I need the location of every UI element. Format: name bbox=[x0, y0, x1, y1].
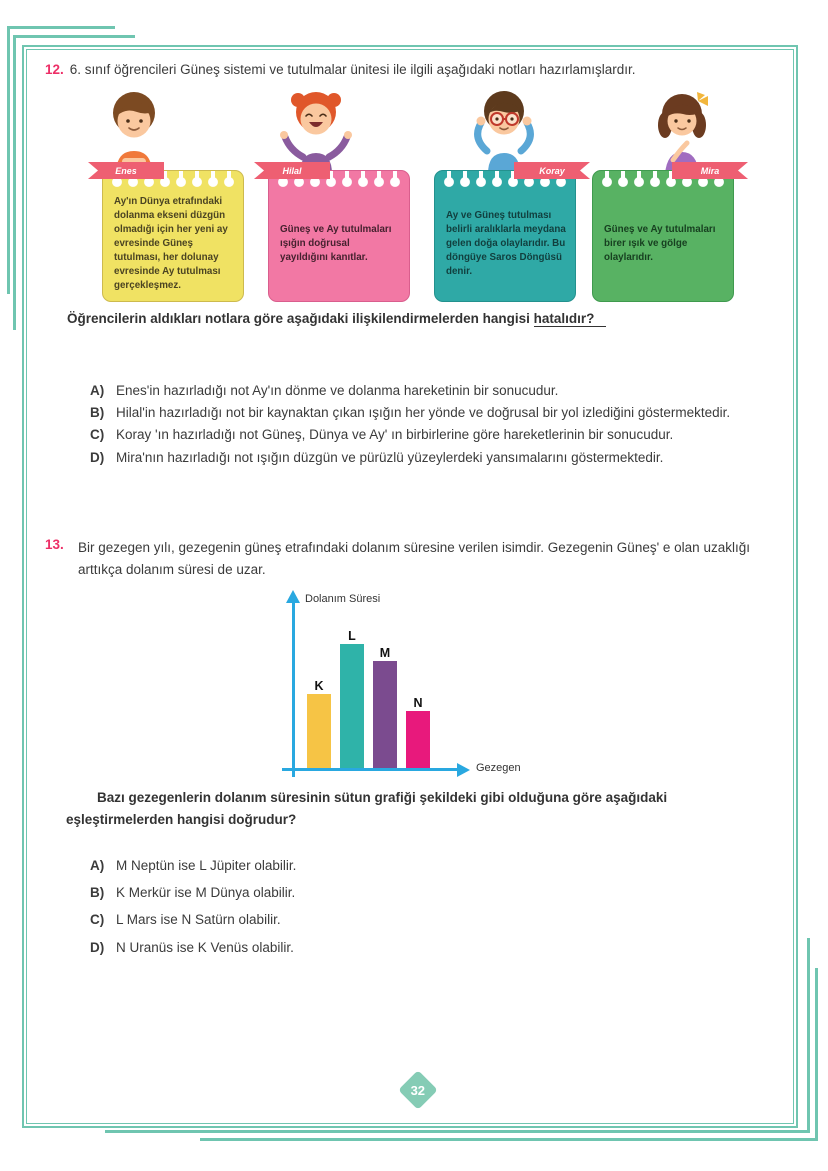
bar-label: L bbox=[348, 629, 356, 643]
note-text: Ay ve Güneş tutulması belirli aralıklarl… bbox=[446, 210, 566, 277]
option-c: C) Koray 'ın hazırladığı not Güneş, Dünya… bbox=[90, 427, 790, 443]
option-letter: D) bbox=[90, 939, 105, 955]
note-text-area: Ay ve Güneş tutulması belirli aralıklarl… bbox=[446, 195, 566, 293]
bar-rect bbox=[373, 661, 397, 768]
question-13-number: 13. bbox=[45, 537, 64, 552]
bar-label: K bbox=[314, 679, 324, 693]
option-text: Koray 'ın hazırladığı not Güneş, Dünya v… bbox=[116, 427, 674, 443]
note-card-hilal: Güneş ve Ay tutulmaları ışığın doğrusal … bbox=[268, 170, 410, 302]
option-text: L Mars ise N Satürn olabilir. bbox=[116, 912, 281, 928]
x-axis-label: Gezegen bbox=[476, 762, 521, 774]
question-12-intro: 12. 6. sınıf öğrencileri Güneş sistemi ve… bbox=[45, 60, 783, 80]
page-number: 32 bbox=[410, 1082, 426, 1098]
name-ribbon: Enes bbox=[88, 162, 164, 179]
note-text-area: Güneş ve Ay tutulmaları ışığın doğrusal … bbox=[280, 195, 400, 293]
y-axis-line bbox=[292, 602, 295, 777]
option-d: D) Mira'nın hazırladığı not ışığın düzgün… bbox=[90, 450, 790, 466]
option-text: K Merkür ise M Dünya olabilir. bbox=[116, 885, 296, 901]
question-12-number: 12. bbox=[45, 62, 64, 77]
orbital-period-bar-chart: Dolanım Süresi Gezegen K L M N bbox=[278, 590, 523, 795]
note-card-mira: Güneş ve Ay tutulmaları birer ışık ve gö… bbox=[592, 170, 734, 302]
bar-K: K bbox=[307, 679, 331, 768]
option-d: D) N Uranüs ise K Venüs olabilir. bbox=[90, 940, 790, 956]
name-ribbon: Hilal bbox=[254, 162, 330, 179]
student-note-mira: Mira Güneş ve Ay tutulmaları birer ışık … bbox=[582, 88, 742, 308]
option-text: M Neptün ise L Jüpiter olabilir. bbox=[116, 858, 297, 873]
koray-boy-glasses-illustration bbox=[474, 91, 534, 174]
student-note-enes: Enes Ay'ın Dünya etrafındaki dolanma eks… bbox=[88, 88, 252, 308]
bar-L: L bbox=[340, 629, 364, 768]
note-text: Güneş ve Ay tutulmaları ışığın doğrusal … bbox=[280, 224, 392, 263]
name-ribbon: Mira bbox=[672, 162, 748, 179]
option-text: Hilal'in hazırladığı not bir kaynaktan ç… bbox=[116, 405, 731, 421]
option-text: N Uranüs ise K Venüs olabilir. bbox=[116, 939, 294, 955]
bar-rect bbox=[406, 711, 430, 768]
frame-decoration-top-left-inner bbox=[13, 35, 135, 330]
bar-M: M bbox=[373, 646, 397, 768]
student-name: Enes bbox=[115, 165, 137, 176]
bar-label: M bbox=[379, 646, 391, 660]
frame-decoration-top-left-outer bbox=[7, 26, 115, 294]
student-note-koray: Koray Ay ve Güneş tutulması belirli aral… bbox=[424, 88, 584, 308]
student-note-hilal: Hilal Güneş ve Ay tutulmaları ışığın doğ… bbox=[254, 88, 418, 308]
page-frame bbox=[22, 45, 798, 1128]
question-12-stem: Öğrencilerin aldıkları notlara göre aşağ… bbox=[67, 311, 782, 327]
bar-N: N bbox=[406, 696, 430, 768]
option-letter: C) bbox=[90, 912, 105, 928]
question-12-stem-text: Öğrencilerin aldıkları notlara göre aşağ… bbox=[67, 311, 534, 326]
option-a: A) Enes'in hazırladığı not Ay'ın dönme ve… bbox=[90, 383, 790, 399]
note-text-area: Güneş ve Ay tutulmaları birer ışık ve gö… bbox=[604, 195, 724, 293]
option-b: B) Hilal'in hazırladığı not bir kaynaktan… bbox=[90, 405, 790, 421]
option-c: C) L Mars ise N Satürn olabilir. bbox=[90, 912, 790, 928]
option-letter: A) bbox=[90, 858, 105, 873]
x-axis-line bbox=[282, 768, 458, 771]
question-13-stem: Bazı gezegenlerin dolanım süresinin sütu… bbox=[66, 790, 668, 827]
note-card-enes: Ay'ın Dünya etrafındaki dolanma ekseni d… bbox=[102, 170, 244, 302]
option-letter: B) bbox=[90, 405, 105, 421]
frame-decoration-bottom-right-outer bbox=[200, 968, 818, 1141]
bar-rect bbox=[307, 694, 331, 768]
name-ribbon: Koray bbox=[514, 162, 590, 179]
option-text: Mira'nın hazırladığı not ışığın düzgün v… bbox=[116, 449, 664, 465]
student-name: Mira bbox=[700, 165, 720, 176]
option-letter: A) bbox=[90, 383, 105, 398]
question-12-stem-underlined: hatalıdır? bbox=[533, 311, 607, 327]
option-letter: D) bbox=[90, 449, 105, 465]
option-letter: B) bbox=[90, 885, 105, 901]
student-name: Hilal bbox=[282, 165, 302, 176]
y-axis-label: Dolanım Süresi bbox=[305, 593, 381, 605]
question-13-intro: Bir gezegen yılı, gezegenin güneş etrafı… bbox=[78, 540, 750, 577]
note-card-koray: Ay ve Güneş tutulması belirli aralıklarl… bbox=[434, 170, 576, 302]
note-text-area: Ay'ın Dünya etrafındaki dolanma ekseni d… bbox=[114, 195, 234, 293]
x-axis-arrow-icon bbox=[457, 762, 470, 777]
bar-label: N bbox=[413, 696, 423, 710]
note-text: Ay'ın Dünya etrafındaki dolanma ekseni d… bbox=[114, 196, 228, 291]
option-a: A) M Neptün ise L Jüpiter olabilir. bbox=[90, 858, 790, 874]
y-axis-arrow-icon bbox=[286, 590, 300, 603]
frame-decoration-bottom-right-inner bbox=[105, 938, 810, 1133]
question-13-options: A) M Neptün ise L Jüpiter olabilir. B) K M… bbox=[90, 858, 790, 967]
option-b: B) K Merkür ise M Dünya olabilir. bbox=[90, 885, 790, 901]
student-name: Koray bbox=[539, 165, 565, 176]
question-12-intro-text: 6. sınıf öğrencileri Güneş sistemi ve tu… bbox=[69, 62, 636, 77]
option-text: Enes'in hazırladığı not Ay'ın dönme ve d… bbox=[116, 383, 559, 398]
question-12-options: A) Enes'in hazırladığı not Ay'ın dönme ve… bbox=[90, 383, 790, 472]
bar-rect bbox=[340, 644, 364, 768]
option-letter: C) bbox=[90, 427, 105, 443]
note-text: Güneş ve Ay tutulmaları birer ışık ve gö… bbox=[604, 224, 716, 263]
